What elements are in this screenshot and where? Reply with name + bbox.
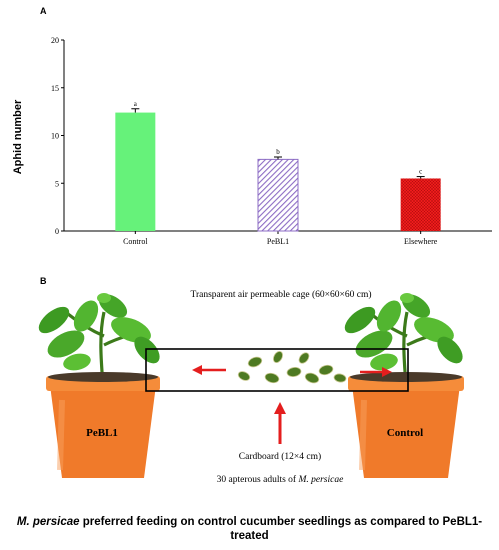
caption-species: M. persicae <box>16 516 80 528</box>
aphid-cluster-illustration <box>237 351 347 384</box>
chart-bars: a b c <box>115 100 441 232</box>
bar-pebl1 <box>257 158 299 232</box>
bar-elsewhere <box>400 178 441 231</box>
cardboard-label: Cardboard (12×4 cm) <box>239 451 321 462</box>
adults-label-prefix: 30 apterous adults of <box>217 474 299 485</box>
right-plant-illustration <box>344 293 463 386</box>
right-pot-label: Control <box>387 427 423 439</box>
bar-control <box>115 112 156 231</box>
arrow-up <box>274 402 286 444</box>
cage-label: Transparent air permeable cage (60×60×60… <box>190 289 371 300</box>
x-tick-label: PeBL1 <box>267 237 289 246</box>
x-tick-label: Elsewhere <box>404 237 438 246</box>
y-tick-label: 0 <box>55 227 59 236</box>
left-plant-illustration <box>38 293 160 386</box>
y-tick-label: 15 <box>51 84 59 93</box>
adults-label: 30 apterous adults of M. persicae <box>217 474 344 485</box>
y-tick-label: 5 <box>55 179 59 188</box>
y-tick-label: 20 <box>51 36 59 45</box>
caption-text: preferred feeding on control cucumber se… <box>79 516 483 542</box>
figure-caption: M. persicae preferred feeding on control… <box>0 515 499 543</box>
significance-letter: c <box>419 168 422 176</box>
right-pot <box>348 372 464 478</box>
experiment-diagram: Transparent air permeable cage (60×60×60… <box>38 289 464 485</box>
left-pot-label: PeBL1 <box>86 427 118 439</box>
cardboard-box <box>145 348 409 392</box>
y-tick-label: 10 <box>51 132 59 141</box>
arrow-left <box>192 365 226 375</box>
arrow-right <box>360 367 392 377</box>
adults-label-species: M. persicae <box>297 475 343 485</box>
significance-letter: b <box>276 148 280 156</box>
bar-chart: 0 5 10 15 20 Control PeBL1 Elsewhere a b c Aphid … <box>12 36 492 246</box>
panel-b-label: B <box>40 276 47 286</box>
x-tick-label: Control <box>123 237 148 246</box>
panel-a-label: A <box>40 6 47 16</box>
y-axis-label: Aphid number <box>12 99 24 174</box>
significance-letter: a <box>134 100 138 108</box>
left-pot <box>46 372 160 478</box>
